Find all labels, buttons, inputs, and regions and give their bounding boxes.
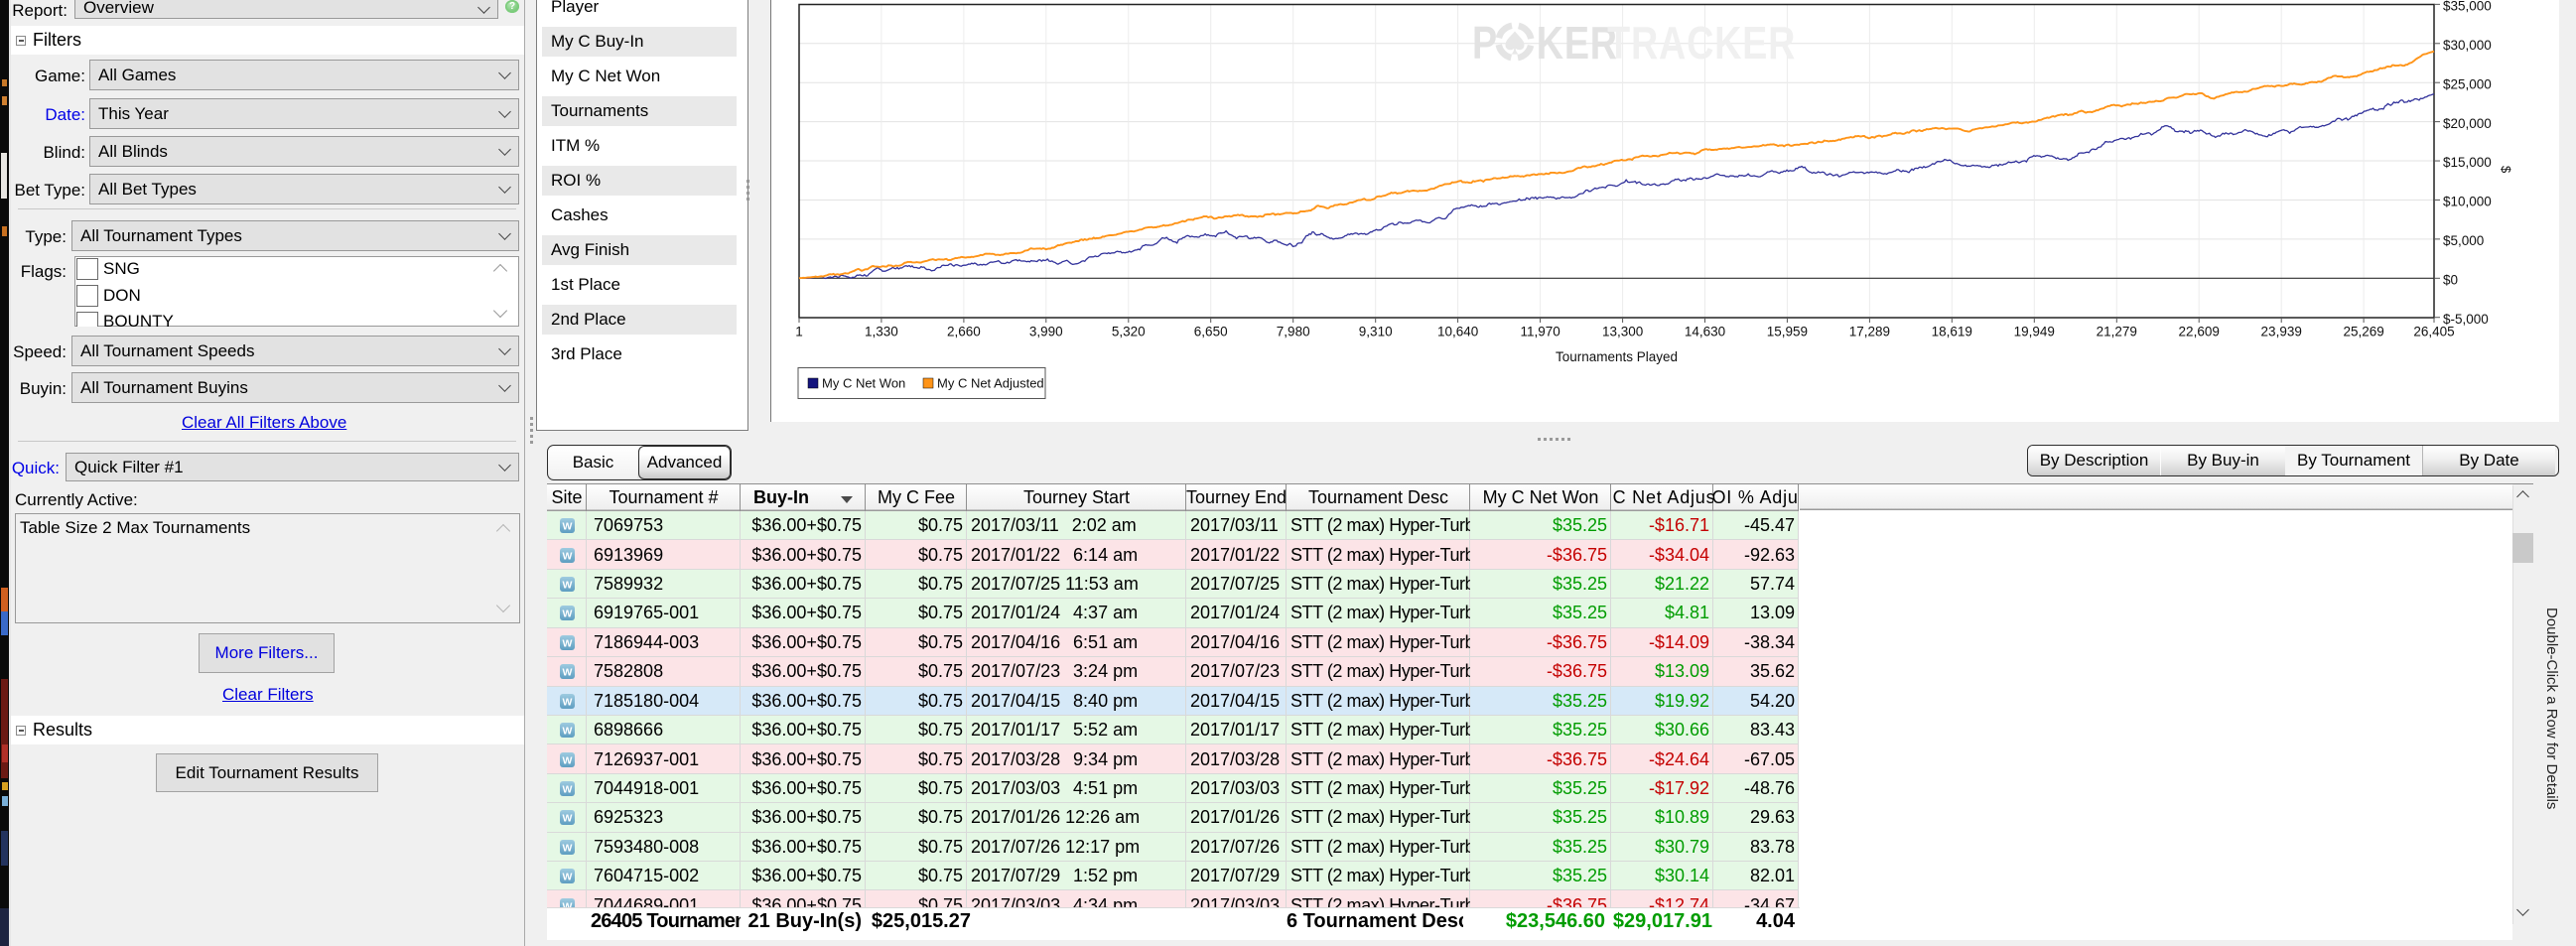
svg-text:5,320: 5,320 bbox=[1112, 325, 1146, 339]
svg-text:$0: $0 bbox=[2443, 273, 2458, 288]
svg-text:My C Net Adjusted: My C Net Adjusted bbox=[937, 376, 1044, 391]
svg-text:2,660: 2,660 bbox=[947, 325, 981, 339]
svg-text:13,300: 13,300 bbox=[1602, 325, 1643, 339]
svg-text:18,619: 18,619 bbox=[1932, 325, 1972, 339]
svg-text:$-5,000: $-5,000 bbox=[2443, 312, 2489, 327]
svg-text:W: W bbox=[562, 550, 572, 562]
svg-text:$15,000: $15,000 bbox=[2443, 155, 2492, 170]
svg-text:3,990: 3,990 bbox=[1029, 325, 1063, 339]
svg-text:W: W bbox=[562, 726, 572, 738]
svg-text:$: $ bbox=[2499, 166, 2513, 174]
svg-text:P: P bbox=[1472, 17, 1498, 68]
svg-text:7,980: 7,980 bbox=[1277, 325, 1310, 339]
svg-text:9,310: 9,310 bbox=[1359, 325, 1393, 339]
svg-text:W: W bbox=[562, 667, 572, 679]
svg-text:My C Net Won: My C Net Won bbox=[822, 376, 905, 391]
svg-text:W: W bbox=[562, 580, 572, 592]
svg-text:6,650: 6,650 bbox=[1194, 325, 1228, 339]
svg-text:15,959: 15,959 bbox=[1767, 325, 1808, 339]
svg-text:W: W bbox=[562, 872, 572, 883]
svg-text:W: W bbox=[562, 521, 572, 533]
svg-text:$35,000: $35,000 bbox=[2443, 0, 2492, 14]
svg-text:1,330: 1,330 bbox=[865, 325, 898, 339]
svg-text:22,609: 22,609 bbox=[2179, 325, 2220, 339]
svg-text:14,630: 14,630 bbox=[1685, 325, 1725, 339]
svg-text:17,289: 17,289 bbox=[1849, 325, 1890, 339]
svg-text:W: W bbox=[562, 754, 572, 766]
svg-text:TRACKER: TRACKER bbox=[1607, 17, 1796, 68]
svg-text:$10,000: $10,000 bbox=[2443, 195, 2492, 209]
svg-text:11,970: 11,970 bbox=[1520, 325, 1559, 339]
svg-text:21,279: 21,279 bbox=[2097, 325, 2137, 339]
svg-text:$30,000: $30,000 bbox=[2443, 38, 2492, 53]
svg-text:W: W bbox=[562, 696, 572, 708]
svg-text:W: W bbox=[562, 637, 572, 649]
svg-text:10,640: 10,640 bbox=[1437, 325, 1478, 339]
svg-text:23,939: 23,939 bbox=[2261, 325, 2302, 339]
svg-text:W: W bbox=[562, 784, 572, 796]
svg-text:$5,000: $5,000 bbox=[2443, 233, 2484, 248]
svg-text:KER: KER bbox=[1537, 17, 1618, 68]
svg-text:26,405: 26,405 bbox=[2413, 325, 2454, 339]
svg-text:$25,000: $25,000 bbox=[2443, 76, 2492, 91]
svg-text:W: W bbox=[562, 842, 572, 854]
svg-text:19,949: 19,949 bbox=[2014, 325, 2055, 339]
svg-text:W: W bbox=[562, 608, 572, 620]
svg-text:$20,000: $20,000 bbox=[2443, 116, 2492, 131]
svg-text:Tournaments Played: Tournaments Played bbox=[1556, 349, 1678, 364]
svg-text:25,269: 25,269 bbox=[2343, 325, 2383, 339]
svg-text:W: W bbox=[562, 813, 572, 825]
svg-text:1: 1 bbox=[795, 325, 803, 339]
svg-text:W: W bbox=[562, 900, 572, 906]
